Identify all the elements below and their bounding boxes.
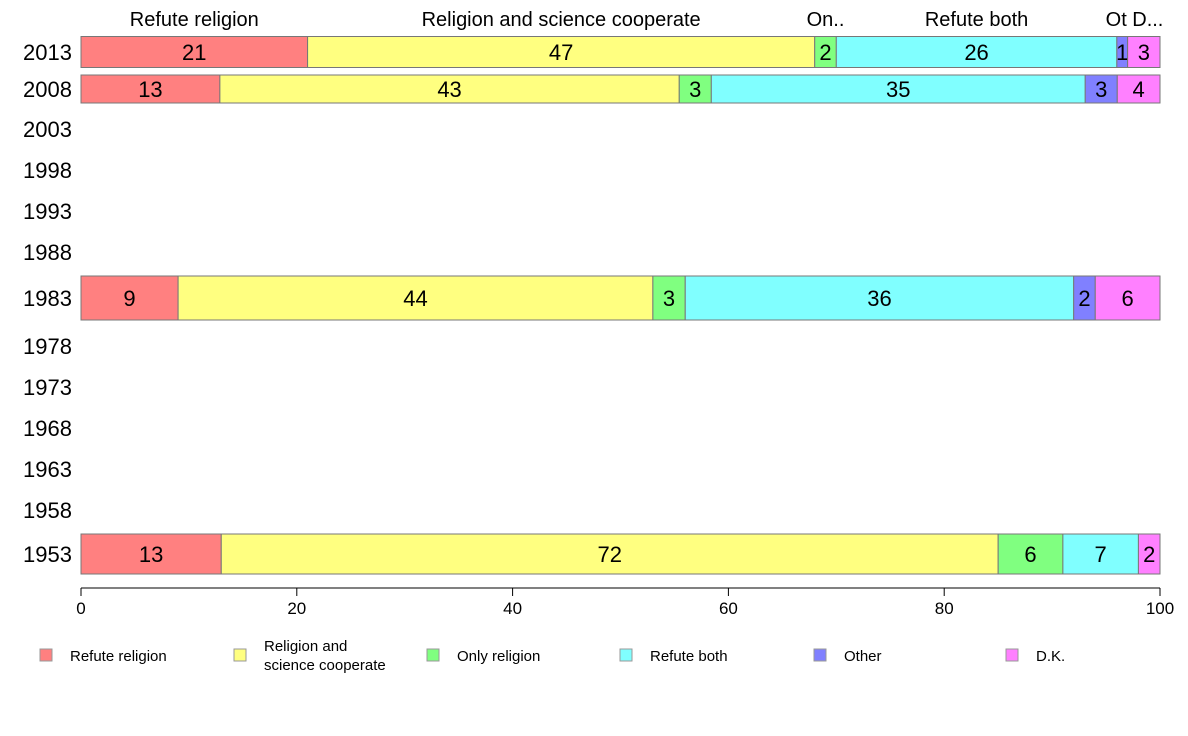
x-tick-label: 0 [76,599,85,618]
column-header-label: On.. [807,9,845,31]
bar-value-label: 36 [867,286,891,311]
bar-segment [80,74,221,104]
bar-segment [1137,533,1161,575]
bar-segment [1094,275,1161,321]
bar-segment [307,36,816,68]
legend-label-line: Refute both [650,648,728,665]
y-tick-label: 1968 [23,416,72,441]
y-tick-label: 1973 [23,375,72,400]
bar-value-label: 7 [1095,542,1107,567]
y-tick-label: 1958 [23,498,72,523]
legend-label-line: Only religion [457,648,540,665]
bar-segment [678,74,712,104]
legend-label-line: Refute religion [70,648,167,665]
bar-value-label: 4 [1133,77,1145,102]
bar-segment [835,36,1118,68]
bar-value-label: 2 [819,40,831,65]
y-tick-label: 1998 [23,158,72,183]
bar-segment [177,275,654,321]
column-header-label: Religion and science cooperate [422,9,701,31]
bar-value-label: 47 [549,40,573,65]
bar-segment [997,533,1064,575]
column-header-label: Ot [1106,9,1128,31]
bar-value-label: 43 [437,77,461,102]
legend-label: Refute both [650,648,728,665]
bar-value-label: 21 [182,40,206,65]
column-header-label: Refute religion [130,9,259,31]
column-header-label: D... [1132,9,1163,31]
x-tick-label: 80 [935,599,954,618]
legend-label-line: Religion and [264,638,347,655]
x-tick-label: 20 [287,599,306,618]
legend-swatch [1005,648,1019,662]
x-tick-label: 100 [1146,599,1174,618]
bar-value-label: 26 [964,40,988,65]
bar-segment [710,74,1086,104]
y-tick-label: 2008 [23,77,72,102]
bar-value-label: 6 [1122,286,1134,311]
bar-segment [80,533,222,575]
legend-label-line: Other [844,648,882,665]
legend-label: Other [844,648,882,665]
bar-value-label: 1 [1116,40,1128,65]
y-tick-label: 1988 [23,240,72,265]
y-tick-label: 1953 [23,542,72,567]
x-tick-label: 40 [503,599,522,618]
bar-value-label: 35 [886,77,910,102]
column-header-label: Refute both [925,9,1028,31]
bar-segment [80,36,309,68]
y-tick-label: 2013 [23,40,72,65]
legend-label: Religion and science cooperate [264,638,386,674]
bar-segment [684,275,1075,321]
bar-segment [1127,36,1161,68]
bar-value-label: 6 [1024,542,1036,567]
bar-value-label: 3 [663,286,675,311]
bar-value-label: 3 [1138,40,1150,65]
bar-value-label: 2 [1143,542,1155,567]
bar-segment [1062,533,1139,575]
y-tick-label: 1983 [23,286,72,311]
legend-label: Refute religion [70,648,167,665]
bar-value-label: 13 [138,77,162,102]
y-tick-label: 1993 [23,199,72,224]
bar-segment [80,275,179,321]
bar-value-label: 3 [1095,77,1107,102]
y-tick-label: 2003 [23,117,72,142]
bar-segment [1116,74,1161,104]
bar-value-label: 9 [123,286,135,311]
y-tick-label: 1963 [23,457,72,482]
bar-segment [220,533,999,575]
bar-value-label: 13 [139,542,163,567]
bar-value-label: 72 [597,542,621,567]
legend-swatch [619,648,633,662]
bar-value-label: 44 [403,286,427,311]
legend-swatch [233,648,247,662]
x-tick-label: 60 [719,599,738,618]
legend-label: Only religion [457,648,540,665]
bar-segment [219,74,680,104]
bar-value-label: 2 [1078,286,1090,311]
y-tick-label: 1978 [23,334,72,359]
legend-label-line: D.K. [1036,648,1065,665]
legend-label: D.K. [1036,648,1065,665]
bar-value-label: 3 [689,77,701,102]
legend-swatch [813,648,827,662]
legend-swatch [39,648,53,662]
legend-swatch [426,648,440,662]
legend-label-line: science cooperate [264,657,386,674]
